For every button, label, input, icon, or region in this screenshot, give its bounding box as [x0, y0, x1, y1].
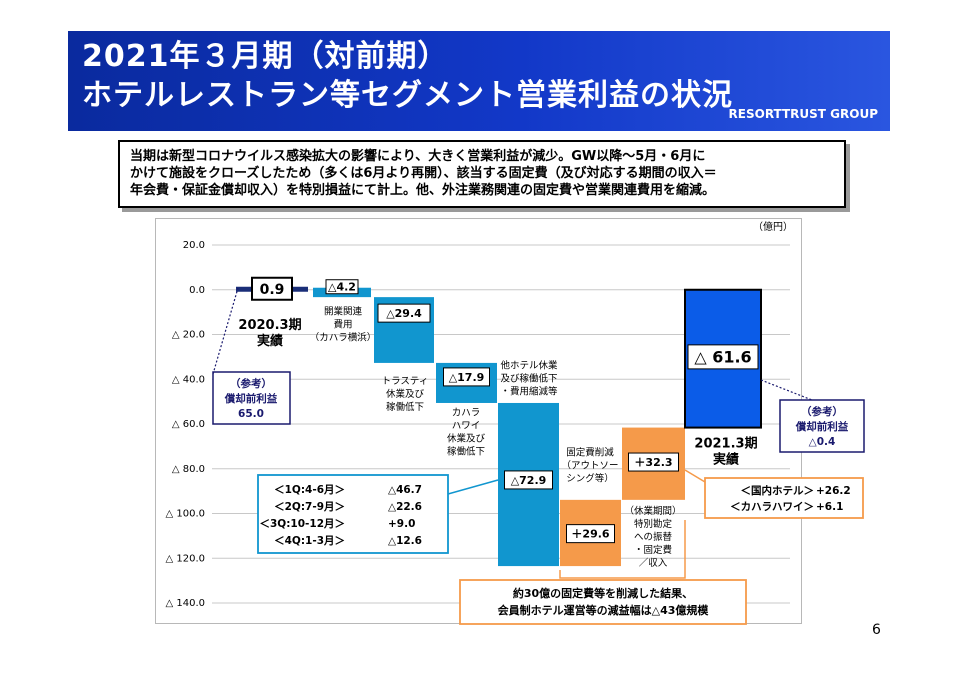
- ref-right-connector: [760, 379, 813, 401]
- bar-value-box: [628, 452, 679, 472]
- category-note-line: （休業期間）: [624, 505, 681, 517]
- category-note-line: 2020.3期: [238, 318, 301, 333]
- bar-value-label: △4.2: [328, 281, 356, 294]
- breakdown-box: [704, 477, 864, 519]
- bar-value-label: △17.9: [449, 371, 485, 384]
- y-tick-label: 0.0: [189, 285, 205, 296]
- summary-box: 当期は新型コロナウイルス感染拡大の影響により、大きく営業利益が減少。GW以降～5…: [118, 140, 846, 208]
- slide-title: 2021年３月期（対前期） ホテルレストラン等セグメント営業利益の状況: [82, 37, 733, 115]
- slide-header: 2021年３月期（対前期） ホテルレストラン等セグメント営業利益の状況 RESO…: [68, 31, 890, 131]
- category-note-line: シング等）: [566, 473, 614, 485]
- category-note-line: 費用: [333, 319, 352, 331]
- category-note-line: への振替: [634, 531, 673, 543]
- bar-value-box: [504, 470, 553, 490]
- quarter-value: +9.0: [388, 518, 415, 530]
- y-tick-label: △ 60.0: [172, 419, 205, 430]
- ref-left-connector: [212, 287, 239, 375]
- y-tick-label: △ 20.0: [172, 330, 205, 341]
- conclusion-bracket: [559, 520, 686, 579]
- ref-box-left: [212, 371, 291, 425]
- category-note-line: ハワイ: [452, 420, 481, 431]
- category-note-line: （カハラ横浜）: [310, 332, 377, 344]
- bar-value-box: [325, 279, 359, 295]
- category-note-line: 他ホテル休業: [500, 359, 558, 371]
- y-tick-label: △ 80.0: [172, 464, 205, 475]
- title-line-1: 2021年３月期（対前期）: [82, 39, 449, 74]
- summary-line-1: 当期は新型コロナウイルス感染拡大の影響により、大きく営業利益が減少。GW以降～5…: [130, 149, 706, 164]
- category-note-line: 実績: [257, 333, 283, 349]
- category-note-line: ・費用縮減等: [500, 385, 558, 397]
- conclusion-line: 約30億の固定費等を削減した結果、: [513, 586, 693, 600]
- bar-value-box: [251, 276, 293, 301]
- category-note-line: 及び稼働低下: [500, 372, 557, 384]
- breakdown-value: +26.2: [816, 485, 851, 497]
- category-note-line: 休業及び: [447, 432, 486, 444]
- category-note-line: 2021.3期: [694, 437, 757, 452]
- ref-left-line: （参考）: [230, 377, 272, 390]
- category-note-line: ／収入: [639, 557, 668, 569]
- category-note-line: 稼働低下: [447, 445, 485, 457]
- bar-value-label: △29.4: [386, 307, 422, 320]
- quarter-value: △12.6: [388, 535, 422, 547]
- breakdown-connector: [684, 469, 706, 483]
- ref-box-right: [779, 399, 865, 453]
- bar-value-label: △72.9: [511, 474, 547, 487]
- category-note-line: 稼働低下: [386, 401, 424, 413]
- category-note-line: 開業関連: [324, 306, 363, 318]
- quarters-connector: [447, 479, 499, 495]
- quarter-period: ＜4Q:1-3月＞: [274, 535, 345, 547]
- category-note-line: （アウトソー: [561, 460, 618, 472]
- page-number: 6: [872, 622, 881, 638]
- quarter-period: ＜2Q:7-9月＞: [274, 501, 345, 513]
- quarter-period: ＜1Q:4-6月＞: [274, 484, 345, 496]
- y-tick-label: △ 120.0: [166, 553, 206, 564]
- quarter-period: ＜3Q:10-12月＞: [259, 518, 345, 530]
- bar-value-label: △ 61.6: [694, 347, 751, 366]
- bar-value-label: 0.9: [260, 282, 285, 298]
- quarters-box: [257, 474, 449, 554]
- summary-line-3: 年会費・保証金償却収入）を特別損益にて計上。他、外注業務関連の固定費や営業関連費…: [130, 183, 716, 198]
- ref-left-line: 償却前利益: [224, 392, 278, 405]
- quarter-value: △22.6: [388, 501, 422, 513]
- title-line-2: ホテルレストラン等セグメント営業利益の状況: [82, 78, 733, 113]
- category-note-line: 実績: [713, 452, 739, 468]
- conclusion-box: [459, 579, 747, 625]
- brand-name: RESORTTRUST GROUP: [728, 107, 878, 121]
- unit-label: （億円）: [753, 220, 793, 233]
- category-note-line: ・固定費: [634, 544, 672, 556]
- ref-right-line: 償却前利益: [795, 420, 849, 433]
- bar-value-box: [566, 524, 615, 544]
- category-note-line: 特別勘定: [634, 518, 673, 530]
- bar-value-label: ＋32.3: [634, 456, 672, 469]
- category-note-line: 休業及び: [386, 388, 425, 400]
- bar-value-box: [443, 367, 490, 387]
- category-note-line: カハラ: [452, 407, 481, 418]
- ref-right-line: （参考）: [801, 405, 843, 418]
- ref-left-line: 65.0: [238, 408, 264, 420]
- ref-right-line: △0.4: [809, 436, 836, 448]
- quarter-value: △46.7: [388, 484, 422, 496]
- y-tick-label: △ 100.0: [166, 509, 206, 520]
- category-note-line: トラスティ: [382, 376, 429, 387]
- summary-line-2: かけて施設をクローズしたため（多くは6月より再開）、該当する固定費（及び対応する…: [130, 166, 717, 181]
- breakdown-name: ＜カハラハワイ＞: [730, 501, 814, 513]
- y-tick-label: 20.0: [183, 240, 205, 251]
- bar-value-box: [687, 344, 759, 370]
- y-tick-label: △ 40.0: [172, 374, 205, 385]
- bar-value-label: ＋29.6: [571, 528, 609, 541]
- bar-value-box: [377, 303, 431, 323]
- breakdown-name: ＜国内ホテル＞: [741, 484, 815, 497]
- breakdown-value: +6.1: [816, 501, 843, 513]
- category-note-line: 固定費削減: [566, 447, 614, 459]
- y-tick-label: △ 140.0: [166, 598, 206, 609]
- conclusion-line: 会員制ホテル運営等の減益幅は△43億規模: [498, 603, 710, 617]
